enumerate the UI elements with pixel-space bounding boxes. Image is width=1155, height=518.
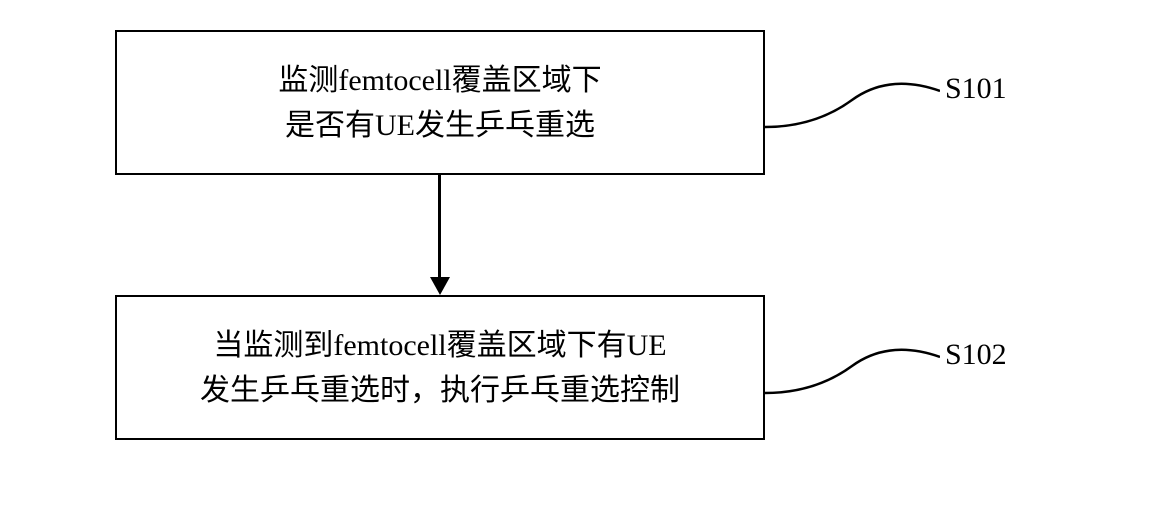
flowchart-container: 监测femtocell覆盖区域下 是否有UE发生乒乓重选 当监测到femtoce… — [0, 0, 1155, 518]
label-s101: S101 — [945, 72, 1007, 106]
box-1-text: 监测femtocell覆盖区域下 是否有UE发生乒乓重选 — [278, 58, 601, 148]
connector-2 — [765, 339, 940, 404]
flowchart-box-1: 监测femtocell覆盖区域下 是否有UE发生乒乓重选 — [115, 30, 765, 175]
connector-1 — [765, 73, 940, 138]
step-label-2: S102 — [945, 338, 1007, 372]
flowchart-box-2: 当监测到femtocell覆盖区域下有UE 发生乒乓重选时，执行乒乓重选控制 — [115, 295, 765, 440]
step-label-1: S101 — [945, 72, 1007, 106]
box-2-text: 当监测到femtocell覆盖区域下有UE 发生乒乓重选时，执行乒乓重选控制 — [200, 323, 680, 413]
label-s102: S102 — [945, 338, 1007, 372]
